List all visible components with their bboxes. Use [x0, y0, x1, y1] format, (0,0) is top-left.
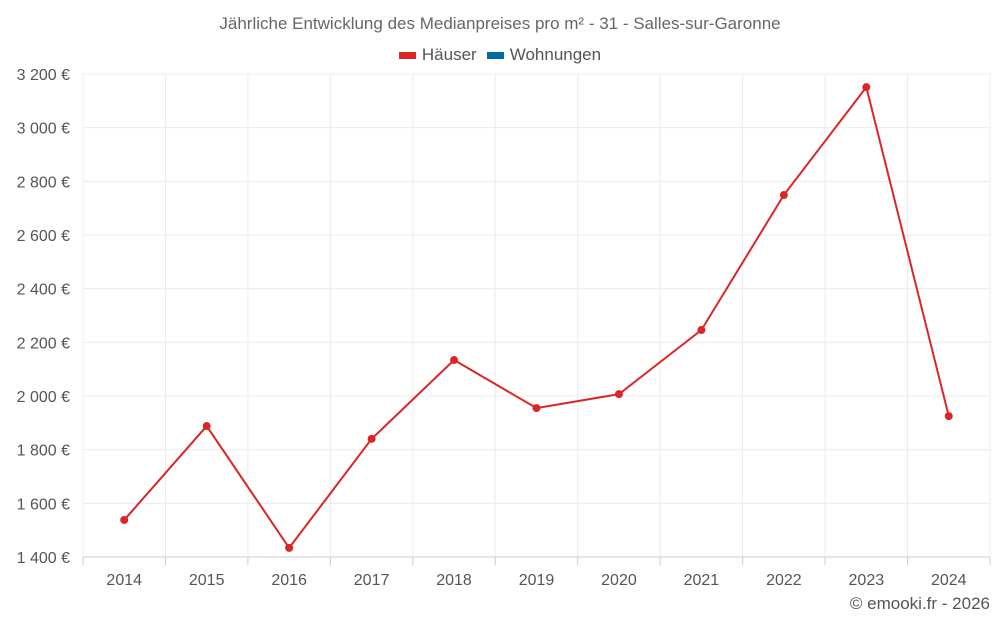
x-tick-label: 2014 — [106, 572, 142, 589]
data-point — [367, 434, 376, 443]
y-tick-label: 1 600 € — [17, 496, 70, 513]
data-point — [779, 191, 788, 200]
data-point — [120, 515, 129, 524]
data-point — [862, 83, 871, 92]
credit: © emooki.fr - 2026 — [849, 594, 990, 613]
x-tick-label: 2020 — [601, 572, 637, 589]
y-tick-label: 3 200 € — [17, 67, 70, 84]
x-tick-label: 2016 — [271, 572, 307, 589]
data-point — [697, 325, 706, 334]
legend-label-haeuser: Häuser — [421, 45, 477, 64]
y-tick-label: 2 000 € — [17, 389, 70, 406]
x-tick-label: 2017 — [354, 572, 390, 589]
y-tick-label: 2 200 € — [17, 335, 70, 352]
data-point — [450, 356, 459, 365]
legend-item-haeuser[interactable]: Häuser — [398, 45, 477, 65]
legend: Häuser Wohnungen — [0, 45, 1000, 65]
x-tick-label: 2024 — [931, 572, 967, 589]
y-tick-label: 1 400 € — [17, 550, 70, 567]
x-tick-label: 2022 — [766, 572, 802, 589]
x-tick-label: 2018 — [436, 572, 472, 589]
legend-swatch-wohnungen — [486, 51, 504, 59]
legend-label-wohnungen: Wohnungen — [509, 45, 602, 64]
y-tick-label: 3 000 € — [17, 121, 70, 138]
legend-swatch-haeuser — [398, 51, 416, 59]
data-point — [614, 390, 623, 399]
y-tick-label: 1 800 € — [17, 443, 70, 460]
y-tick-label: 2 800 € — [17, 174, 70, 191]
legend-item-wohnungen[interactable]: Wohnungen — [486, 45, 602, 65]
y-tick-label: 2 600 € — [17, 228, 70, 245]
data-point — [532, 404, 541, 413]
chart-title: Jährliche Entwicklung des Medianpreises … — [219, 14, 781, 33]
data-point — [202, 422, 211, 431]
x-tick-label: 2015 — [189, 572, 225, 589]
y-tick-label: 2 400 € — [17, 282, 70, 299]
data-point — [285, 543, 294, 552]
x-tick-label: 2019 — [519, 572, 555, 589]
data-point — [944, 412, 953, 421]
x-tick-label: 2021 — [684, 572, 720, 589]
x-tick-label: 2023 — [849, 572, 885, 589]
